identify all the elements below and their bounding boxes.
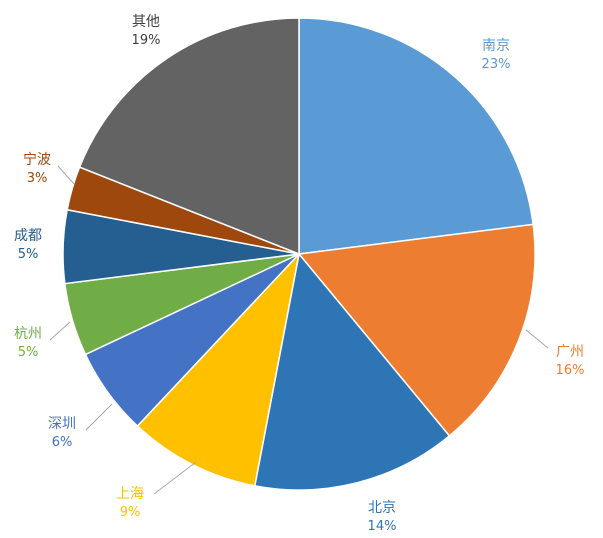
pie-slices bbox=[62, 17, 536, 491]
pie-slice-1 bbox=[298, 17, 534, 255]
slice-label-percent: 16% bbox=[556, 363, 585, 378]
slice-label-name: 其他 bbox=[132, 14, 160, 30]
slice-labels: 南京 23% 广州 16% 北京 14% 上海 9% 深圳 6% 杭州 5% 成都 5% 宁波 3% 其他 19% bbox=[14, 14, 584, 534]
slice-label-name: 杭州 bbox=[14, 326, 42, 342]
slice-label-name: 广州 bbox=[556, 344, 584, 360]
slice-label-name: 成都 bbox=[14, 228, 42, 244]
slice-label-name: 北京 bbox=[368, 500, 396, 516]
slice-label-name: 南京 bbox=[482, 38, 510, 54]
leader-line-4 bbox=[153, 461, 197, 495]
slice-label-name: 上海 bbox=[116, 486, 144, 502]
pie-slice-4 bbox=[136, 251, 301, 487]
leader-lines bbox=[49, 165, 549, 495]
pie-slice-2 bbox=[297, 223, 536, 437]
slice-label-percent: 5% bbox=[18, 345, 39, 360]
leader-line-5 bbox=[85, 403, 113, 431]
slice-label-percent: 14% bbox=[368, 519, 397, 534]
leader-line-8 bbox=[57, 165, 75, 185]
pie-slice-9 bbox=[78, 17, 300, 256]
leader-line-2 bbox=[525, 329, 549, 349]
slice-label-percent: 3% bbox=[27, 171, 48, 186]
slice-label-percent: 23% bbox=[482, 57, 511, 72]
slice-label-name: 宁波 bbox=[23, 151, 51, 168]
slice-label-percent: 5% bbox=[18, 247, 39, 262]
leader-line-6 bbox=[49, 321, 71, 341]
slice-label-percent: 19% bbox=[132, 33, 161, 48]
slice-label-name: 深圳 bbox=[48, 416, 76, 432]
slice-label-percent: 9% bbox=[120, 505, 141, 520]
pie-slice-3 bbox=[253, 252, 451, 491]
slice-label-percent: 6% bbox=[52, 435, 73, 450]
